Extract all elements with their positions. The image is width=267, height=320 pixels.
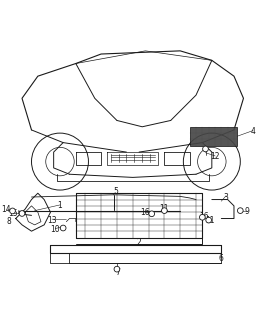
Circle shape [199,214,205,220]
Text: 16: 16 [141,208,150,217]
Circle shape [19,211,25,216]
Text: 4: 4 [250,127,256,136]
Circle shape [162,208,167,213]
Text: 11: 11 [206,216,215,225]
Text: 15: 15 [8,209,17,218]
Text: 12: 12 [210,152,220,161]
Text: 10: 10 [50,225,60,234]
Text: 8: 8 [7,217,12,226]
Text: 14: 14 [1,205,11,214]
Text: 5: 5 [113,187,118,196]
Circle shape [206,217,211,223]
Text: 2: 2 [137,238,142,247]
Polygon shape [190,127,237,146]
Circle shape [114,266,120,272]
Text: 11: 11 [160,204,169,213]
Circle shape [149,211,155,217]
Text: 16: 16 [199,212,209,221]
Text: 6: 6 [219,253,224,263]
Text: 1: 1 [58,201,62,210]
Circle shape [203,146,208,152]
Text: 13: 13 [47,216,57,225]
Text: 7: 7 [115,268,120,277]
Circle shape [60,225,66,231]
Text: 3: 3 [224,194,229,203]
Text: 9: 9 [244,207,249,216]
Circle shape [237,208,243,213]
Circle shape [10,208,15,214]
